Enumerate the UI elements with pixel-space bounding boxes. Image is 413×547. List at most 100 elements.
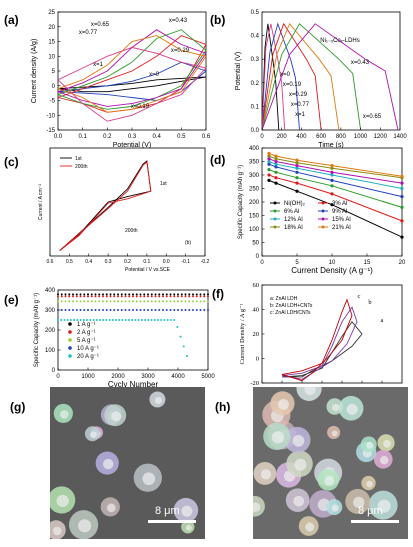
cycle-point xyxy=(68,293,71,296)
cycle-point xyxy=(147,293,149,296)
cycle-point xyxy=(124,293,127,296)
rate-point xyxy=(295,161,299,165)
legend-marker-e xyxy=(68,354,72,358)
cycle-point xyxy=(169,319,172,321)
cycle-point xyxy=(195,309,198,311)
sem-particle-core xyxy=(142,472,156,486)
cycle-point xyxy=(72,295,74,298)
cycle-point xyxy=(165,309,168,311)
cycle-point xyxy=(150,319,153,321)
gcd-curve-x043 xyxy=(261,23,362,131)
sem-particle-core xyxy=(185,524,192,531)
cycle-point xyxy=(203,300,206,303)
legend-marker-e xyxy=(68,338,72,342)
cycle-point xyxy=(79,309,82,311)
cycle-point xyxy=(192,295,194,298)
cycle-point xyxy=(195,295,198,298)
curve-label-a: x=0.43 xyxy=(169,18,188,24)
cycle-point xyxy=(132,300,134,303)
scale-bar-g xyxy=(148,520,196,523)
y-tick-label-a: 15 xyxy=(48,40,55,46)
cycle-point xyxy=(75,300,78,303)
cycle-point xyxy=(188,295,191,298)
cycle-point xyxy=(128,295,131,298)
y-tick-label-f: 40 xyxy=(253,307,260,314)
cycle-point xyxy=(144,319,147,321)
scale-label-h: 8 μm xyxy=(358,505,383,517)
cycle-point xyxy=(64,309,67,311)
sem-particle-core xyxy=(324,475,335,486)
rate-point xyxy=(330,163,334,168)
cycle-point xyxy=(184,300,187,303)
y-tick-label-b: 0.3 xyxy=(251,57,260,63)
cycle-point xyxy=(177,293,179,296)
sem-particle-core xyxy=(181,505,193,517)
sem-particle-core xyxy=(253,502,261,512)
rate-point xyxy=(274,157,278,161)
cycle-point xyxy=(139,300,142,303)
x-tick-label-c: 0.1 xyxy=(143,259,150,265)
legend-marker-e xyxy=(68,346,72,350)
cycle-point xyxy=(66,319,69,321)
legend-title-b: Ni₁₋ₓCoₓ-LDHs xyxy=(320,38,359,44)
legend-label-d: 18% Al xyxy=(284,225,303,231)
x-tick-label-e: 3000 xyxy=(141,374,155,380)
cycle-point xyxy=(150,309,153,311)
y-tick-label-d: 300 xyxy=(249,173,260,179)
cycle-point xyxy=(180,309,183,311)
y-axis-label-a: Current density (A/g) xyxy=(31,39,38,104)
x-tick-label-c: 0.5 xyxy=(66,259,73,265)
cycle-point xyxy=(207,300,209,303)
cycle-point xyxy=(188,300,191,303)
cycle-point xyxy=(188,293,191,296)
cycle-point xyxy=(64,300,67,303)
rate-point xyxy=(267,151,271,155)
y-tick-label-e: 0 xyxy=(52,368,56,374)
rate-point xyxy=(267,168,271,172)
cycle-point xyxy=(192,309,194,311)
legend-marker-d xyxy=(321,201,325,205)
y-tick-label-a: 5 xyxy=(52,69,56,75)
x-tick-label-e: 5000 xyxy=(201,374,215,380)
x-axis-label-a: Potential (V) xyxy=(113,142,152,149)
legend-marker-d xyxy=(273,209,277,213)
legend-label-f: b: ZnAl LDH+CNTs xyxy=(270,303,313,309)
rate-point xyxy=(400,205,404,209)
x-tick-label-e: 2000 xyxy=(111,374,125,380)
cycle-point xyxy=(135,293,138,296)
rate-point xyxy=(267,178,271,182)
x-tick-label-a: 0.3 xyxy=(128,134,137,140)
x-tick-label-a: 0.4 xyxy=(152,134,161,140)
cycle-point xyxy=(186,355,188,357)
x-axis-label-c: Potential / V vs.SCE xyxy=(125,267,171,273)
y-tick-label-b: 0.1 xyxy=(251,104,260,110)
gcd-curve-x029 xyxy=(261,22,322,131)
rate-point xyxy=(274,165,278,169)
x-tick-label-a: 0.2 xyxy=(103,134,112,140)
cycle-point xyxy=(154,300,157,303)
cycle-point xyxy=(83,300,86,303)
sem-particle-core xyxy=(304,387,316,396)
cycle-point xyxy=(79,319,82,321)
cycle-point xyxy=(139,309,142,311)
x-tick-label-a: 0.1 xyxy=(78,134,87,140)
sem-particle-core xyxy=(380,456,389,465)
gcd-curve-x019 xyxy=(261,22,300,131)
sem-particle-core xyxy=(353,496,365,509)
rate-point xyxy=(330,166,334,170)
legend-label-e: 2 A g⁻¹ xyxy=(77,330,96,336)
cv-curve-x019 xyxy=(57,61,207,101)
cycle-point xyxy=(105,295,108,298)
cv-curve-x1 xyxy=(57,46,207,122)
sem-particle-core xyxy=(383,439,391,448)
cycle-point xyxy=(156,319,159,321)
cycle-point xyxy=(192,293,194,296)
cycle-point xyxy=(163,319,166,321)
y-tick-label-f: 20 xyxy=(253,331,260,338)
y-tick-label-b: 0.0 xyxy=(251,128,260,134)
rate-point xyxy=(295,166,299,170)
gcd-curve-x077 xyxy=(261,22,340,131)
cv-curve-b xyxy=(281,306,358,380)
cycle-point xyxy=(158,309,161,311)
legend-marker-d xyxy=(321,225,325,229)
